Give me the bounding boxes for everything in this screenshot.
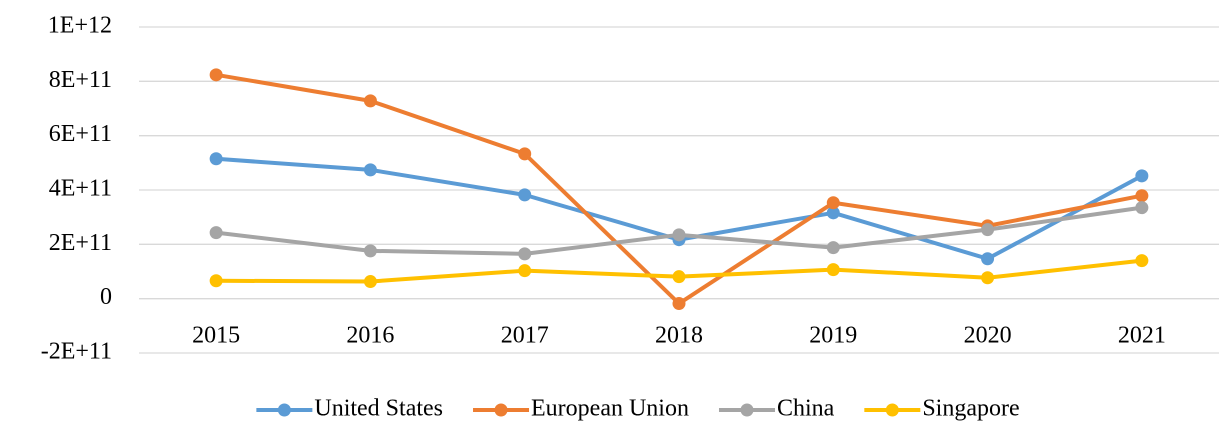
point <box>363 244 377 258</box>
point <box>981 271 995 285</box>
x-tick-label: 2020 <box>964 323 1012 349</box>
legend-marker <box>740 403 754 417</box>
point <box>209 226 223 240</box>
point <box>363 163 377 177</box>
legend-marker <box>277 403 291 417</box>
x-tick-label: 2019 <box>809 323 857 349</box>
x-tick-label: 2015 <box>192 323 240 349</box>
point <box>518 188 532 202</box>
legend-label: European Union <box>531 396 689 422</box>
point <box>672 297 686 311</box>
legend-marker <box>494 403 508 417</box>
point <box>209 152 223 166</box>
x-tick-label: 2021 <box>1118 323 1166 349</box>
point <box>518 147 532 161</box>
y-tick-label: 0 <box>100 284 112 310</box>
y-tick-label: 6E+11 <box>49 121 112 147</box>
point <box>826 241 840 255</box>
point <box>209 274 223 288</box>
point <box>363 275 377 289</box>
point <box>209 68 223 82</box>
legend-label: Singapore <box>922 396 1019 422</box>
y-tick-label: 8E+11 <box>49 67 112 93</box>
point <box>672 228 686 242</box>
y-tick-label: 1E+12 <box>48 13 112 39</box>
point <box>981 223 995 237</box>
point <box>826 263 840 277</box>
point <box>981 252 995 266</box>
point <box>1135 254 1149 268</box>
point <box>518 247 532 261</box>
legend-marker <box>885 403 899 417</box>
y-tick-label: 4E+11 <box>49 176 112 202</box>
point <box>1135 189 1149 203</box>
y-tick-label: -2E+11 <box>41 339 112 365</box>
x-tick-label: 2018 <box>655 323 703 349</box>
point <box>1135 201 1149 215</box>
x-tick-label: 2017 <box>501 323 549 349</box>
point <box>1135 169 1149 183</box>
point <box>518 264 532 278</box>
legend-label: United States <box>314 396 443 422</box>
point <box>826 206 840 220</box>
x-tick-label: 2016 <box>346 323 394 349</box>
y-tick-label: 2E+11 <box>49 230 112 256</box>
point <box>363 94 377 108</box>
point <box>826 196 840 210</box>
series-line <box>215 72 1143 306</box>
point <box>672 270 686 284</box>
legend-label: China <box>777 396 835 422</box>
